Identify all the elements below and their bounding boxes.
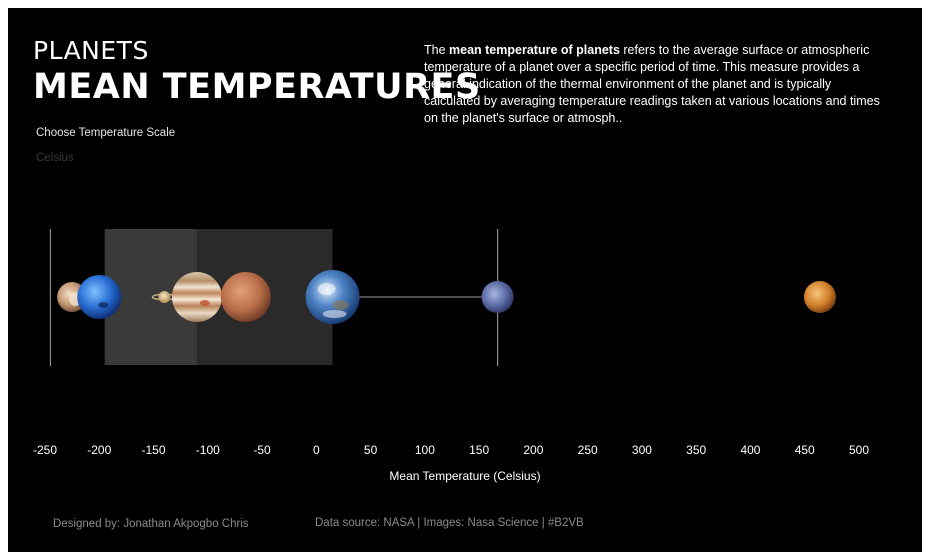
x-axis-title: Mean Temperature (Celsius) bbox=[389, 469, 541, 483]
earth-icon[interactable] bbox=[305, 270, 360, 324]
x-tick-label: 50 bbox=[364, 443, 378, 457]
x-tick-label: -200 bbox=[87, 443, 111, 457]
description-bold: mean temperature of planets bbox=[449, 43, 620, 57]
x-tick-label: 0 bbox=[313, 443, 320, 457]
x-tick-label: 200 bbox=[523, 443, 543, 457]
mars-icon[interactable] bbox=[220, 272, 271, 322]
x-tick-label: 400 bbox=[740, 443, 760, 457]
description-post: refers to the average surface or atmosph… bbox=[424, 43, 880, 125]
x-tick-label: -50 bbox=[253, 443, 271, 457]
x-tick-label: 150 bbox=[469, 443, 489, 457]
temperature-chart: -250 -200 -150 -100 -50 0 50 100 150 200 250 300 350… bbox=[33, 229, 869, 457]
footer-source: Data source: NASA | Images: Nasa Science… bbox=[315, 517, 584, 529]
neptune-icon[interactable] bbox=[77, 275, 122, 319]
x-tick-label: 250 bbox=[578, 443, 598, 457]
description-pre: The bbox=[424, 43, 450, 57]
x-tick-label: 500 bbox=[849, 443, 869, 457]
title-big: MEAN TEMPERATURES bbox=[33, 67, 481, 107]
jupiter-icon[interactable] bbox=[171, 272, 222, 322]
scale-filter-value[interactable]: Celsius bbox=[36, 152, 74, 164]
x-tick-label: -250 bbox=[33, 443, 57, 457]
x-tick-label: 100 bbox=[415, 443, 435, 457]
x-tick-label: 300 bbox=[632, 443, 652, 457]
mercury-icon[interactable] bbox=[481, 281, 514, 313]
x-tick-label: 450 bbox=[795, 443, 815, 457]
scale-filter-label: Choose Temperature Scale bbox=[36, 127, 176, 139]
venus-icon[interactable] bbox=[803, 281, 836, 313]
description: The mean temperature of planets refers t… bbox=[424, 42, 884, 127]
x-tick-label: 350 bbox=[686, 443, 706, 457]
x-tick-label: -100 bbox=[196, 443, 220, 457]
x-tick-label: -150 bbox=[142, 443, 166, 457]
dashboard-frame: PLANETS MEAN TEMPERATURES The mean tempe… bbox=[8, 8, 922, 552]
title-small: PLANETS bbox=[33, 36, 149, 65]
footer-designer: Designed by: Jonathan Akpogbo Chris bbox=[53, 518, 249, 530]
points-layer bbox=[57, 270, 836, 324]
x-axis-ticks: -250 -200 -150 -100 -50 0 50 100 150 200 250 300 350… bbox=[33, 443, 869, 457]
